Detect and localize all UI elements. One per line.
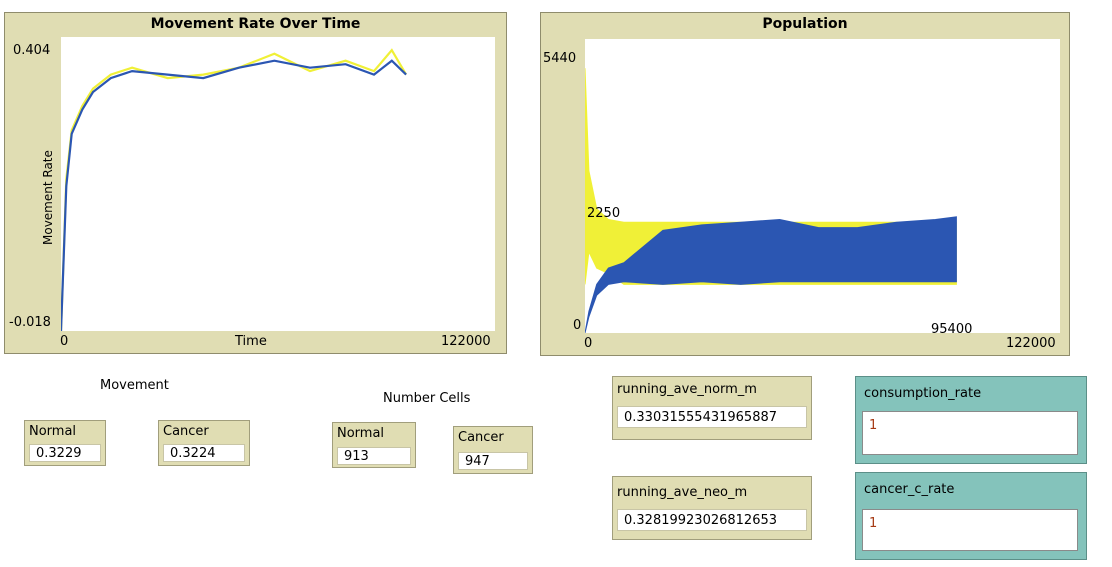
- movement-cancer-monitor: Cancer 0.3224: [158, 420, 250, 466]
- input-label: consumption_rate: [864, 386, 982, 401]
- plot-title: Movement Rate Over Time: [150, 16, 361, 32]
- monitor-value: 913: [337, 447, 411, 465]
- consumption-rate-input[interactable]: 1: [862, 411, 1078, 455]
- population-plot: Population 5440 2250 0 95400 0 122000: [540, 12, 1070, 356]
- movement-chart-svg: [61, 48, 408, 331]
- y-min-label: -0.018: [9, 315, 51, 330]
- input-label: cancer_c_rate: [864, 482, 955, 497]
- movement-heading: Movement: [100, 378, 169, 393]
- cancer-c-rate-input-box[interactable]: cancer_c_rate 1: [855, 472, 1087, 560]
- y-max-label: 5440: [543, 51, 577, 66]
- cursor-label: 95400: [931, 322, 973, 337]
- y-max-label: 0.404: [13, 43, 51, 58]
- plot-area: [61, 37, 495, 331]
- x-min-label: 0: [584, 336, 593, 351]
- number-cells-heading: Number Cells: [383, 391, 471, 406]
- cells-normal-monitor: Normal 913: [332, 422, 416, 468]
- x-axis-label: Time: [235, 334, 267, 349]
- monitor-label: running_ave_norm_m: [617, 382, 757, 397]
- monitor-value: 947: [458, 452, 528, 470]
- movement-rate-plot: Movement Rate Over Time 0.404 -0.018 Mov…: [4, 12, 507, 354]
- consumption-rate-input-box[interactable]: consumption_rate 1: [855, 376, 1087, 464]
- monitor-value: 0.3229: [29, 444, 101, 462]
- monitor-label: Normal: [29, 424, 77, 439]
- monitor-value: 0.3224: [163, 444, 245, 462]
- x-min-label: 0: [60, 334, 69, 349]
- series-band-1: [585, 216, 957, 333]
- x-max-label: 122000: [1006, 336, 1056, 351]
- x-max-label: 122000: [441, 334, 491, 349]
- y-min-label: 0: [573, 318, 582, 333]
- movement-normal-monitor: Normal 0.3229: [24, 420, 106, 466]
- plot-title: Population: [762, 16, 848, 32]
- monitor-value: 0.32819923026812653: [617, 509, 807, 531]
- monitor-label: Cancer: [163, 424, 209, 439]
- series-line-0: [61, 48, 408, 331]
- monitor-value: 0.33031555431965887: [617, 406, 807, 428]
- cancer-c-rate-input[interactable]: 1: [862, 509, 1078, 551]
- mid-label: 2250: [587, 206, 621, 221]
- population-chart-svg: [585, 68, 957, 333]
- y-axis-label: Movement Rate: [41, 150, 55, 245]
- monitor-label: running_ave_neo_m: [617, 485, 748, 500]
- series-line-1: [61, 59, 407, 331]
- running-ave-neo-m-monitor: running_ave_neo_m 0.32819923026812653: [612, 476, 812, 540]
- monitor-label: Cancer: [458, 430, 504, 445]
- running-ave-norm-m-monitor: running_ave_norm_m 0.33031555431965887: [612, 376, 812, 440]
- monitor-label: Normal: [337, 426, 385, 441]
- cells-cancer-monitor: Cancer 947: [453, 426, 533, 474]
